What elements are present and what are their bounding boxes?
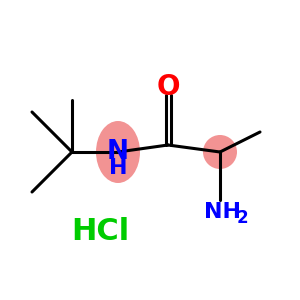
Text: O: O: [156, 73, 180, 101]
Text: NH: NH: [203, 202, 241, 222]
Ellipse shape: [203, 135, 237, 169]
Text: N: N: [107, 139, 129, 165]
Text: 2: 2: [236, 209, 248, 227]
Text: HCl: HCl: [71, 218, 129, 247]
Ellipse shape: [96, 121, 140, 183]
Text: H: H: [109, 158, 127, 178]
